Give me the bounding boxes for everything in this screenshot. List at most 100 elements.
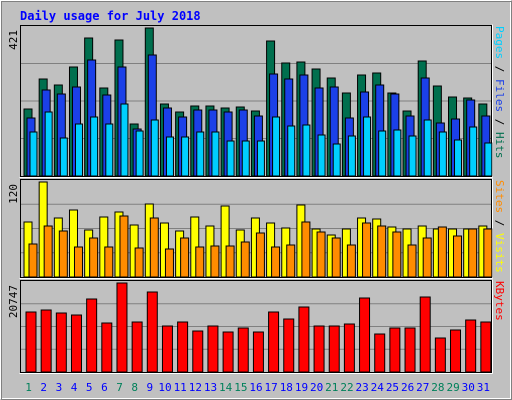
bar-kbytes-day-13 [207,325,219,373]
chart-title: Daily usage for July 2018 [20,9,201,23]
bar-kbytes-day-15 [237,327,249,373]
bar-kbytes-day-3 [55,312,67,373]
bar-sites-day-11 [180,237,190,278]
legend-visits: Visits [493,233,506,273]
x-tick-day-18: 18 [280,381,293,394]
bar-sites-day-18 [286,244,296,278]
bar-kbytes-day-12 [192,330,204,373]
bar-sites-day-15 [240,241,250,278]
x-tick-day-27: 27 [416,381,429,394]
legend-sites: Sites [493,180,506,213]
bar-sites-day-31 [483,228,493,278]
y-axis-max-label: 120 [7,184,20,204]
bar-kbytes-day-24 [374,333,386,373]
bar-kbytes-day-23 [359,297,371,373]
x-tick-day-29: 29 [446,381,459,394]
bar-pages-day-28 [438,131,447,177]
bar-pages-day-25 [393,129,402,177]
legend-kbytes: KBytes [493,281,506,321]
legend-visits-sites: Sites / Visits [493,180,506,273]
x-tick-day-14: 14 [219,381,233,394]
x-tick-day-11: 11 [174,381,187,394]
bar-sites-day-29 [453,235,463,278]
bar-kbytes-day-20 [313,325,325,373]
bar-sites-day-16 [255,232,265,278]
bar-pages-day-30 [469,126,478,177]
bar-pages-day-29 [454,139,463,177]
legend-slash: / [493,59,506,79]
bar-kbytes-day-19 [298,306,310,373]
bar-sites-day-23 [362,222,372,278]
y-axis-max-label: 20747 [7,285,20,318]
bar-pages-day-8 [135,130,144,177]
x-tick-day-2: 2 [40,381,47,394]
bar-pages-day-14 [226,140,235,177]
bar-pages-day-6 [105,123,114,177]
x-tick-day-4: 4 [71,381,78,394]
x-tick-day-31: 31 [477,381,490,394]
panel-visits-sites: 120 Sites / Visits [7,178,506,279]
x-tick-day-3: 3 [56,381,63,394]
legend-slash: / [493,112,506,132]
x-tick-day-19: 19 [295,381,308,394]
bar-visits-day-4 [68,209,78,278]
bar-visits-day-14 [220,205,230,278]
bar-kbytes-day-27 [419,296,431,373]
bar-sites-day-6 [104,246,114,278]
bar-pages-day-5 [90,116,99,177]
bar-sites-day-19 [301,221,311,278]
legend-hits: Hits [493,132,506,159]
bar-sites-day-17 [271,246,281,278]
bar-sites-day-2 [43,225,53,278]
bar-kbytes-day-16 [252,331,264,373]
bar-sites-day-1 [28,243,38,278]
x-tick-day-8: 8 [131,381,138,394]
bar-sites-day-24 [377,225,387,278]
bar-sites-day-13 [210,245,220,278]
x-tick-day-5: 5 [86,381,93,394]
bar-kbytes-day-5 [86,298,98,373]
bar-sites-day-21 [331,237,341,278]
bar-pages-day-9 [150,119,159,177]
bar-kbytes-day-25 [389,327,401,373]
bar-kbytes-day-30 [465,319,477,373]
bar-sites-day-12 [195,246,205,278]
bar-sites-day-8 [134,247,144,278]
x-tick-day-30: 30 [462,381,475,394]
bar-sites-day-22 [346,244,356,278]
bar-sites-day-10 [164,248,174,278]
bar-sites-day-30 [468,228,478,278]
bar-pages-day-3 [59,137,68,177]
bar-kbytes-day-22 [343,323,355,373]
bar-pages-day-21 [332,143,341,177]
x-tick-day-16: 16 [249,381,262,394]
bar-kbytes-day-4 [70,314,82,373]
bar-kbytes-day-31 [480,321,492,373]
x-tick-day-22: 22 [340,381,353,394]
legend-hits-files-pages: Pages / Files / Hits [493,26,506,159]
x-tick-day-7: 7 [116,381,123,394]
bar-kbytes-day-1 [25,311,37,373]
bar-pages-day-19 [302,124,311,177]
bar-sites-day-20 [316,231,326,278]
bar-pages-day-15 [241,140,250,177]
bar-kbytes-day-2 [40,309,52,373]
bar-pages-day-11 [181,136,190,177]
bar-kbytes-day-21 [328,325,340,373]
bar-pages-day-7 [120,103,129,177]
bar-sites-day-5 [89,237,99,278]
bar-sites-day-14 [225,245,235,278]
bar-kbytes-day-29 [450,329,462,373]
x-tick-day-10: 10 [158,381,171,394]
bar-sites-day-25 [392,231,402,278]
x-tick-day-25: 25 [386,381,399,394]
bar-kbytes-day-26 [404,327,416,373]
bar-kbytes-day-14 [222,331,234,373]
x-axis-day-labels: 1 2 3 4 5 6 7 8 9 10 11 12 13 14 15 16 17 18 19 20 21 22 23 24 2… [25,381,490,394]
x-tick-day-13: 13 [204,381,217,394]
legend-pages: Pages [493,26,506,59]
x-tick-day-21: 21 [325,381,338,394]
panel-hits-files-pages: 421 Pages / Files / Hits [7,24,506,178]
